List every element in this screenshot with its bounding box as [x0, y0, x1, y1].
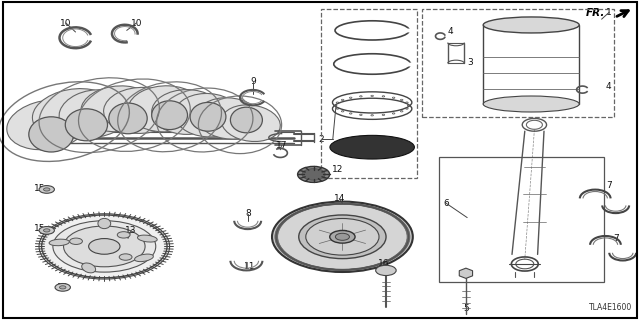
Text: 3: 3	[468, 58, 473, 67]
Text: 7: 7	[613, 234, 618, 243]
Ellipse shape	[81, 86, 156, 132]
Circle shape	[44, 188, 50, 191]
Text: FR.: FR.	[586, 8, 605, 19]
Circle shape	[306, 219, 379, 255]
Circle shape	[39, 214, 170, 279]
Ellipse shape	[152, 90, 222, 134]
Ellipse shape	[33, 89, 115, 139]
Ellipse shape	[49, 239, 69, 246]
Circle shape	[89, 239, 120, 254]
Bar	[422, 9, 614, 117]
Text: 15: 15	[34, 184, 45, 193]
Text: 14: 14	[333, 194, 345, 203]
Ellipse shape	[330, 135, 415, 159]
Circle shape	[44, 229, 50, 232]
Text: 15: 15	[57, 284, 68, 292]
Circle shape	[298, 166, 330, 182]
Ellipse shape	[221, 105, 280, 141]
Ellipse shape	[196, 98, 262, 139]
Ellipse shape	[82, 263, 95, 273]
Ellipse shape	[230, 107, 262, 133]
Text: 4: 4	[447, 27, 452, 36]
Text: 2: 2	[319, 135, 324, 144]
Circle shape	[330, 230, 355, 243]
Circle shape	[39, 186, 54, 193]
Polygon shape	[460, 268, 472, 278]
Ellipse shape	[104, 87, 178, 133]
Ellipse shape	[190, 102, 226, 131]
Ellipse shape	[109, 103, 147, 134]
Text: 16: 16	[378, 259, 390, 268]
Ellipse shape	[483, 17, 579, 33]
Ellipse shape	[7, 100, 89, 150]
Circle shape	[117, 232, 130, 238]
Bar	[439, 157, 604, 282]
Text: 15: 15	[34, 224, 45, 233]
Circle shape	[376, 265, 396, 276]
Circle shape	[55, 284, 70, 291]
Text: 6: 6	[444, 199, 449, 208]
Ellipse shape	[152, 101, 188, 130]
Text: 17: 17	[276, 141, 287, 150]
Circle shape	[39, 227, 54, 234]
Ellipse shape	[483, 96, 579, 112]
Text: 4: 4	[605, 82, 611, 91]
Circle shape	[302, 169, 325, 180]
Circle shape	[335, 233, 349, 240]
Text: 5: 5	[463, 304, 468, 313]
Ellipse shape	[138, 235, 157, 242]
Text: 13: 13	[125, 226, 137, 235]
Ellipse shape	[128, 86, 202, 132]
Text: 7: 7	[607, 181, 612, 190]
Circle shape	[299, 215, 386, 259]
Ellipse shape	[59, 90, 131, 137]
Text: 8: 8	[246, 209, 251, 218]
Ellipse shape	[65, 109, 108, 141]
Ellipse shape	[29, 117, 74, 152]
Circle shape	[53, 221, 156, 272]
Text: 12: 12	[332, 165, 344, 174]
Circle shape	[119, 254, 132, 260]
Text: 1: 1	[607, 8, 612, 17]
Circle shape	[60, 286, 66, 289]
Text: 10: 10	[131, 19, 142, 28]
Bar	[321, 9, 417, 178]
Circle shape	[70, 238, 83, 244]
Circle shape	[272, 202, 413, 272]
Text: TLA4E1600: TLA4E1600	[589, 303, 632, 312]
Ellipse shape	[98, 218, 111, 228]
Ellipse shape	[175, 93, 241, 137]
Circle shape	[276, 204, 408, 270]
Text: 11: 11	[244, 262, 255, 271]
Text: 9: 9	[250, 77, 255, 86]
Ellipse shape	[134, 254, 154, 262]
Text: 10: 10	[60, 19, 72, 28]
Circle shape	[63, 226, 145, 267]
